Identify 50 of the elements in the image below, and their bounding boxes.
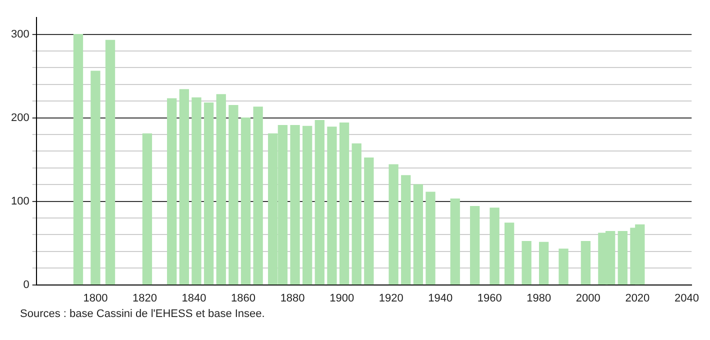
x-tick-label: 1800 (83, 292, 108, 304)
y-tick-label: 0 (23, 278, 30, 291)
bar (192, 97, 202, 285)
x-tick-label: 1900 (330, 292, 354, 304)
bar (339, 122, 350, 285)
bar (580, 241, 591, 285)
bar (179, 89, 189, 285)
bar (490, 208, 500, 285)
bar (167, 98, 177, 285)
bar (352, 143, 362, 285)
bar (538, 242, 549, 285)
bar (314, 120, 324, 285)
bar (216, 94, 226, 285)
x-tick-label: 1920 (378, 292, 404, 304)
bar (204, 102, 214, 285)
bar (401, 175, 411, 285)
x-tick-label: 1880 (280, 292, 305, 304)
bar (302, 126, 312, 285)
bar (73, 34, 84, 285)
bar (327, 126, 337, 285)
x-tick-label: 1840 (182, 292, 206, 304)
x-tick-label: 1940 (428, 292, 453, 304)
bar (290, 124, 300, 285)
bar (413, 184, 424, 285)
bar (522, 241, 532, 285)
x-tick-label: 1960 (477, 292, 502, 304)
x-tick-label: 2040 (674, 292, 699, 304)
bar (558, 248, 568, 285)
x-tick-label: 2020 (625, 292, 650, 304)
bar (364, 158, 374, 285)
y-tick-label: 200 (10, 112, 30, 124)
bar (228, 104, 238, 285)
x-tick-label: 2000 (576, 292, 600, 304)
bar (618, 231, 628, 285)
x-tick-label: 1860 (231, 292, 256, 304)
y-tick-label: 100 (10, 195, 30, 208)
bar (142, 133, 152, 285)
x-tick-label: 1980 (526, 292, 552, 304)
bar (504, 222, 514, 285)
bar (253, 106, 263, 285)
bar (470, 206, 480, 285)
y-tick-label: 300 (10, 28, 30, 40)
bar (105, 40, 116, 285)
bar (450, 198, 460, 285)
bar (90, 70, 100, 285)
bar (426, 192, 436, 285)
x-tick-label: 1820 (132, 292, 157, 304)
source-note: Sources : base Cassini de l'EHESS et base Insee. (20, 308, 266, 320)
bar (388, 164, 398, 285)
bar (240, 117, 251, 285)
